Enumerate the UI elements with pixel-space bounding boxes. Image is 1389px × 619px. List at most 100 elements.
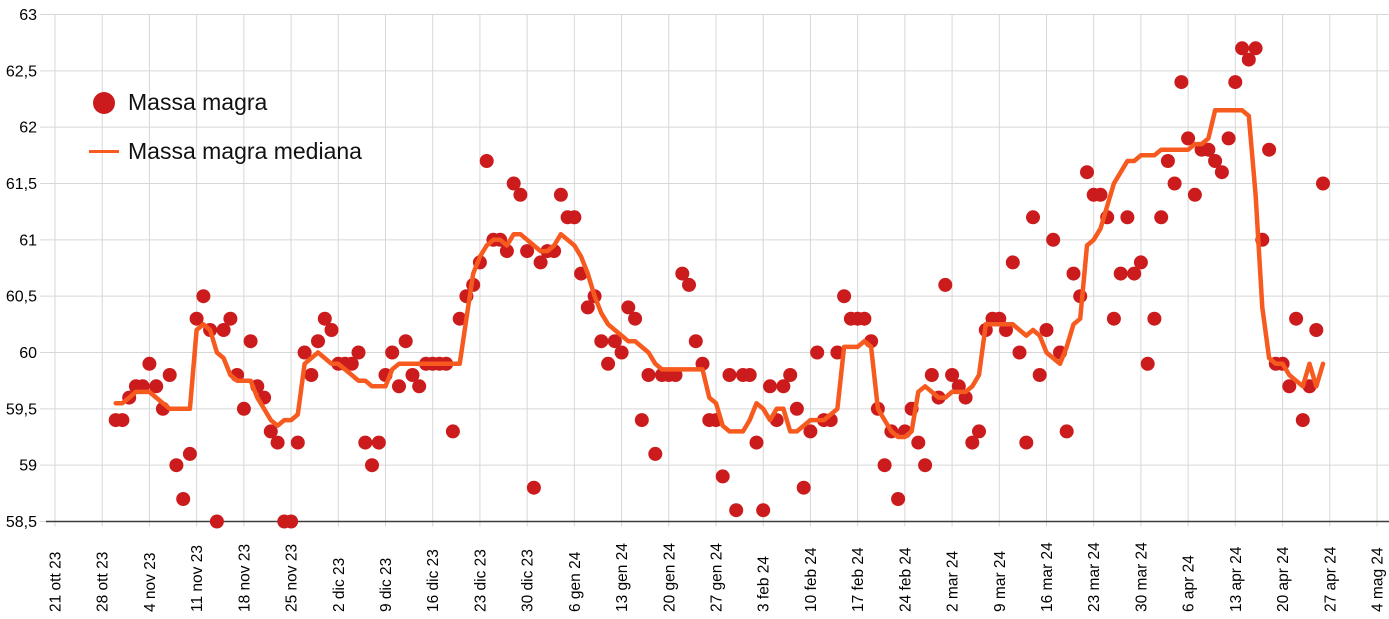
massa-magra-data-point xyxy=(398,334,413,349)
massa-magra-data-point xyxy=(297,345,312,360)
massa-magra-data-point xyxy=(675,266,690,281)
massa-magra-data-point xyxy=(1127,266,1142,281)
legend-marker-col xyxy=(84,150,124,153)
massa-magra-data-point xyxy=(499,244,514,259)
x-axis-tick-label: 30 mar 24 xyxy=(1133,542,1150,612)
y-axis-tick-label: 59,5 xyxy=(6,401,37,418)
y-axis-tick-label: 62,5 xyxy=(6,63,37,80)
massa-magra-data-point xyxy=(182,446,197,461)
massa-magra-data-point xyxy=(1174,75,1189,90)
x-axis-tick-label: 24 feb 24 xyxy=(897,547,914,612)
y-axis-tick-label: 62 xyxy=(19,120,37,137)
massa-magra-data-point xyxy=(857,311,872,326)
x-axis-tick-label: 9 dic 23 xyxy=(378,558,395,612)
massa-magra-data-point xyxy=(810,345,825,360)
massa-magra-data-point xyxy=(311,334,325,349)
massa-magra-data-point xyxy=(189,311,204,326)
massa-magra-data-point xyxy=(149,379,164,394)
massa-magra-data-point xyxy=(1012,345,1027,360)
massa-magra-data-point xyxy=(304,368,319,382)
massa-magra-data-point xyxy=(1187,187,1202,202)
massa-magra-data-point xyxy=(945,368,960,382)
y-axis-tick-label: 60 xyxy=(19,345,37,362)
massa-magra-data-point xyxy=(1039,323,1054,337)
y-axis-tick-label: 61,5 xyxy=(6,176,37,193)
massa-magra-data-point xyxy=(789,401,804,416)
massa-magra-data-point xyxy=(479,154,494,168)
massa-magra-data-point xyxy=(351,345,366,360)
massa-magra-data-point xyxy=(1005,255,1020,270)
legend-label-massa-magra-mediana: Massa magra mediana xyxy=(128,138,362,164)
x-axis-tick-label: 20 gen 24 xyxy=(661,543,678,612)
massa-magra-data-point xyxy=(1181,131,1196,146)
massa-magra-data-point xyxy=(1248,41,1263,56)
massa-magra-data-point xyxy=(1106,311,1121,326)
legend-label-massa-magra: Massa magra xyxy=(128,89,268,115)
massa-magra-data-point xyxy=(918,458,933,473)
massa-magra-data-point xyxy=(1113,266,1128,281)
x-axis-tick-label: 28 ott 23 xyxy=(95,552,112,612)
massa-magra-data-point xyxy=(1133,255,1148,270)
x-axis-tick-label: 21 ott 23 xyxy=(48,552,65,612)
massa-magra-data-point xyxy=(594,334,609,349)
massa-magra-data-point xyxy=(567,210,582,225)
massa-magra-data-point xyxy=(1046,232,1061,247)
massa-magra-data-point xyxy=(911,435,926,450)
massa-magra-data-point xyxy=(324,323,339,337)
y-axis-tick-label: 58,5 xyxy=(6,514,37,531)
massa-magra-data-point xyxy=(628,311,643,326)
massa-magra-data-point xyxy=(412,379,427,394)
massa-magra-data-point xyxy=(176,492,191,506)
massa-magra-data-point xyxy=(1140,356,1155,371)
massa-magra-data-point xyxy=(1059,424,1074,439)
massa-magra-data-point xyxy=(365,458,379,473)
massa-magra-data-point xyxy=(1080,165,1094,180)
massa-magra-data-point xyxy=(1208,154,1223,168)
scatter-series-marker-icon xyxy=(93,91,115,114)
massa-magra-data-point xyxy=(607,334,622,349)
x-axis-tick-label: 11 nov 23 xyxy=(189,545,206,612)
massa-magra-data-point xyxy=(1066,266,1081,281)
massa-magra-data-point xyxy=(405,368,420,382)
massa-magra-data-point xyxy=(965,435,980,450)
massa-magra-data-point xyxy=(1282,379,1297,394)
line-series-marker-icon xyxy=(89,150,119,153)
massa-magra-data-point xyxy=(142,356,157,371)
massa-magra-data-point xyxy=(634,413,649,428)
massa-magra-data-point xyxy=(223,311,238,326)
x-axis-tick-label: 27 apr 24 xyxy=(1322,546,1339,612)
massa-magra-data-point xyxy=(209,514,224,529)
massa-magra-data-point xyxy=(392,379,406,394)
x-axis-tick-label: 18 nov 23 xyxy=(236,544,253,612)
massa-magra-data-point xyxy=(601,356,616,371)
massa-magra-data-point xyxy=(506,176,521,191)
x-axis-tick-label: 3 feb 24 xyxy=(756,556,773,612)
massa-magra-data-point xyxy=(783,368,798,382)
massa-magra-data-point xyxy=(513,187,528,202)
massa-magra-data-point xyxy=(1201,142,1216,157)
massa-magra-data-point xyxy=(1160,154,1175,168)
chart-legend: Massa magra Massa magra mediana xyxy=(84,85,362,183)
massa-magra-data-point xyxy=(877,458,892,473)
massa-magra-data-point xyxy=(682,277,696,292)
massa-magra-data-point xyxy=(1167,176,1182,191)
massa-magra-data-point xyxy=(763,379,777,394)
x-axis-tick-label: 2 mar 24 xyxy=(945,550,962,612)
massa-magra-data-point xyxy=(715,469,730,484)
massa-magra-data-point xyxy=(216,323,231,337)
massa-magra-data-point xyxy=(445,424,460,439)
massa-magra-data-point xyxy=(263,424,278,439)
massa-magra-data-point xyxy=(688,334,703,349)
massa-magra-data-point xyxy=(648,446,663,461)
x-axis-tick-label: 20 apr 24 xyxy=(1275,546,1292,612)
x-axis-tick-label: 13 apr 24 xyxy=(1228,546,1245,612)
massa-magra-data-point xyxy=(796,480,811,495)
x-axis-tick-label: 9 mar 24 xyxy=(992,550,1009,612)
massa-magra-data-point xyxy=(553,187,568,202)
massa-magra-data-point xyxy=(115,413,130,428)
massa-magra-data-point xyxy=(1235,41,1250,56)
massa-magra-data-point xyxy=(1309,323,1324,337)
massa-magra-data-point xyxy=(742,368,757,382)
x-axis-tick-label: 16 mar 24 xyxy=(1039,542,1056,612)
